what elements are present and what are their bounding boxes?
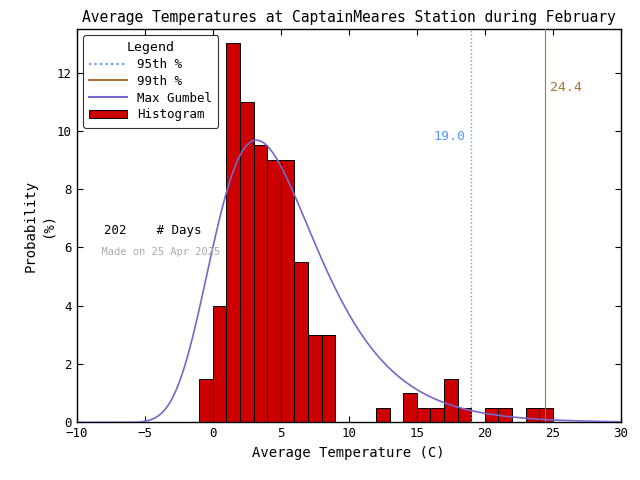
Y-axis label: Probability
(%): Probability (%) xyxy=(24,180,54,272)
Bar xyxy=(444,379,458,422)
Bar xyxy=(458,408,471,422)
Text: Made on 25 Apr 2025: Made on 25 Apr 2025 xyxy=(89,247,220,257)
Bar xyxy=(499,408,512,422)
Bar xyxy=(376,408,390,422)
Text: 19.0: 19.0 xyxy=(434,130,466,143)
Bar xyxy=(540,408,553,422)
Bar xyxy=(240,102,253,422)
Text: 24.4: 24.4 xyxy=(550,81,582,94)
Bar xyxy=(431,408,444,422)
Bar xyxy=(253,145,268,422)
Bar xyxy=(281,160,294,422)
X-axis label: Average Temperature (C): Average Temperature (C) xyxy=(253,446,445,460)
Bar xyxy=(485,408,499,422)
Title: Average Temperatures at CaptainMeares Station during February: Average Temperatures at CaptainMeares St… xyxy=(82,10,616,25)
Bar xyxy=(403,393,417,422)
Bar xyxy=(308,335,322,422)
Bar xyxy=(227,43,240,422)
Legend: 95th %, 99th %, Max Gumbel, Histogram: 95th %, 99th %, Max Gumbel, Histogram xyxy=(83,35,218,128)
Bar xyxy=(268,160,281,422)
Bar xyxy=(294,262,308,422)
Bar xyxy=(525,408,540,422)
Bar xyxy=(199,379,212,422)
Text: 202    # Days: 202 # Days xyxy=(89,224,201,237)
Bar xyxy=(212,306,227,422)
Bar xyxy=(322,335,335,422)
Bar xyxy=(417,408,431,422)
